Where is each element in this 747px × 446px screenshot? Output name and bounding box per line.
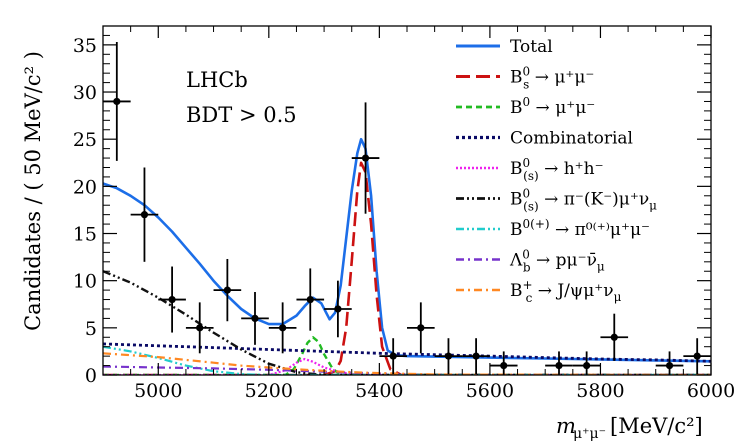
data-point (351, 102, 380, 214)
legend-entry-bc: B+ c → J/ψμ⁺νμ (456, 278, 622, 305)
data-point-marker (140, 211, 149, 219)
data-point-marker (361, 154, 370, 162)
data-points-layer (103, 42, 711, 375)
y-axis-label: Candidates / ( 50 MeV/c² ) (21, 51, 45, 331)
data-point-marker (583, 361, 591, 370)
legend-entry-bhh: B0 (s) → h⁺h⁻ (456, 156, 604, 183)
x-tick-label: 5400 (355, 380, 403, 402)
data-point (158, 266, 186, 333)
data-point-marker (306, 295, 314, 304)
data-point-marker (610, 333, 618, 341)
x-axis-label-sub: μ⁺μ⁻ (573, 426, 606, 442)
data-point (572, 351, 601, 375)
data-point (130, 167, 159, 262)
y-tick-label: 25 (73, 129, 97, 151)
data-point (600, 313, 629, 361)
legend-label: B0 s → μ⁺μ⁻ (510, 65, 594, 92)
y-tick-label: 30 (73, 82, 97, 104)
y-tick-label: 10 (73, 271, 97, 293)
data-point (213, 258, 242, 322)
legend-label: B+ c → J/ψμ⁺νμ (510, 278, 622, 305)
data-point-marker (472, 352, 480, 360)
legend-entry-total: Total (456, 37, 553, 57)
legend-entry-lambdab: Λ0 b → pμ⁻ν̄μ (456, 248, 605, 275)
data-point-marker (444, 352, 453, 360)
series-line-bs (103, 161, 711, 375)
data-point (545, 351, 573, 375)
tick-labels-layer: 5000 5200 5400 5600 5800 6000 0 5 10 15 20 25 30 35 (73, 35, 735, 402)
data-point (434, 338, 463, 375)
data-point-marker (113, 97, 121, 106)
data-point-marker (196, 324, 204, 332)
x-tick-label: 6000 (687, 380, 735, 402)
data-point (268, 302, 297, 354)
x-tick-label: 5800 (576, 380, 624, 402)
data-point-marker (389, 352, 397, 360)
data-point-marker (251, 314, 259, 323)
data-point-marker (665, 361, 674, 370)
legend-entry-bs: B0 s → μ⁺μ⁻ (456, 65, 594, 92)
data-point (296, 268, 325, 331)
data-point (489, 351, 518, 375)
series-layer (103, 137, 711, 375)
series-line-b0 (103, 336, 711, 375)
x-tick-label: 5000 (134, 380, 182, 402)
legend-entry-b0: B0 → μ⁺μ⁻ (456, 95, 595, 118)
legend-entry-bpikmunu: B0 (s) → π⁻(K⁻)μ⁺νμ (456, 187, 657, 214)
data-point (324, 280, 352, 338)
series-line-combinatorial (103, 342, 711, 363)
data-point (655, 351, 684, 375)
data-point (379, 338, 407, 375)
data-point (185, 302, 214, 354)
data-point-marker (334, 305, 342, 313)
y-tick-label: 5 (85, 318, 97, 340)
x-axis-label-unit: [MeV/c²] (610, 414, 703, 438)
x-tick-label: 5200 (245, 380, 293, 402)
data-point (683, 338, 711, 375)
legend-label: Combinatorial (510, 129, 633, 149)
data-point-marker (693, 352, 701, 360)
legend-label: B0 (s) → π⁻(K⁻)μ⁺νμ (510, 187, 657, 214)
x-tick-label: 5600 (466, 380, 514, 402)
data-point-marker (168, 295, 176, 304)
data-point (462, 338, 490, 375)
legend-label: B0(+) → π⁰⁽⁺⁾μ⁺μ⁻ (510, 217, 650, 240)
legend-entry-combinatorial: Combinatorial (456, 129, 633, 149)
axes-layer (102, 25, 712, 376)
data-point (241, 291, 269, 345)
legend-label: B0 (s) → h⁺h⁻ (510, 156, 604, 183)
legend: Total B0 s → μ⁺μ⁻ B0 → μ⁺μ⁻ Combinatorial B0(… (456, 37, 657, 305)
y-tick-label: 0 (85, 365, 97, 387)
data-point-marker (500, 361, 508, 370)
series-line-bpikmunu (103, 270, 711, 375)
annotation-lhcb: LHCb (186, 68, 248, 92)
y-tick-label: 15 (73, 224, 97, 246)
y-tick-label: 35 (73, 35, 97, 57)
y-tick-label: 20 (73, 176, 97, 198)
data-point-marker (555, 361, 563, 370)
data-point (407, 302, 435, 354)
legend-label: Λ0 b → pμ⁻ν̄μ (509, 248, 605, 275)
data-point-marker (223, 286, 231, 294)
legend-label: B0 → μ⁺μ⁻ (510, 95, 595, 118)
x-axis-label: m μ⁺μ⁻ [MeV/c²] (556, 414, 703, 442)
data-point-marker (417, 324, 425, 332)
x-axis-label-main: m (556, 414, 576, 438)
legend-label: Total (510, 37, 553, 57)
legend-entry-bpimumu: B0(+) → π⁰⁽⁺⁾μ⁺μ⁻ (456, 217, 650, 240)
annotation-bdt: BDT > 0.5 (186, 103, 297, 127)
data-point-marker (279, 324, 287, 332)
